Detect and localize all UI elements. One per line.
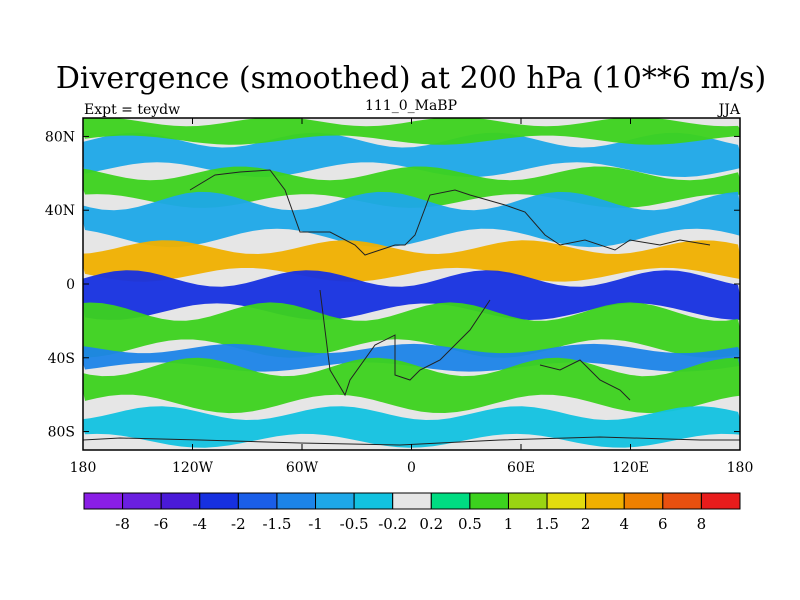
- colorbar-box: [122, 492, 162, 510]
- y-axis-ticks: 80N 40N 0 40S 80S: [45, 129, 740, 441]
- colorbar-box: [507, 492, 548, 510]
- x-tick-label: 120E: [612, 460, 649, 476]
- chart-title: Divergence (smoothed) at 200 hPa (10**6 …: [56, 61, 766, 96]
- y-tick-label: 40N: [45, 203, 75, 219]
- x-tick-label: 120W: [172, 460, 214, 476]
- x-tick-label: 180: [70, 460, 97, 476]
- colorbar-label: -6: [154, 515, 169, 533]
- colorbar-label: -1.5: [262, 515, 291, 533]
- colorbar-box: [160, 492, 201, 510]
- colorbar-box: [392, 492, 432, 510]
- colorbar-labels: -8 -6 -4 -2 -1.5 -1 -0.5 -0.2 0.2 0.5 1 1.5 2 4 6 8: [115, 515, 706, 533]
- band-north-subtropic-orange: [83, 240, 740, 282]
- colorbar-label: 8: [697, 515, 707, 533]
- southern-coastline: [319, 289, 491, 397]
- x-tick-label: 180: [727, 460, 754, 476]
- y-tick-label: 80N: [45, 129, 75, 145]
- band-north-polar-cyan: [83, 132, 740, 177]
- y-tick-label: 0: [66, 277, 75, 293]
- colorbar-box: [662, 492, 702, 510]
- northern-coastline: [189, 169, 711, 256]
- colorbar-label: 6: [658, 515, 668, 533]
- colorbar: -8 -6 -4 -2 -1.5 -1 -0.5 -0.2 0.2 0.5 1 1.5 2 4 6 8: [83, 492, 741, 533]
- colorbar-label: 0.5: [458, 515, 482, 533]
- experiment-label: Expt = teydw: [84, 102, 180, 118]
- colorbar-label: -1: [308, 515, 323, 533]
- coastlines: [83, 169, 740, 446]
- colorbar-label: -0.5: [340, 515, 369, 533]
- period-label: 111_0_MaBP: [365, 98, 457, 114]
- band-south-mid-blue: [83, 343, 740, 372]
- map-field: [83, 118, 740, 450]
- colorbar-label: 1.5: [535, 515, 559, 533]
- band-arctic-green: [83, 118, 740, 145]
- colorbar-box: [546, 492, 587, 510]
- divergence-contours: [83, 118, 740, 448]
- x-tick-label: 60W: [286, 460, 319, 476]
- colorbar-label: 0.2: [419, 515, 443, 533]
- colorbar-label: -8: [115, 515, 130, 533]
- y-tick-label: 40S: [48, 351, 75, 367]
- colorbar-label: -4: [192, 515, 207, 533]
- colorbar-box: [237, 492, 278, 510]
- colorbar-box: [276, 492, 317, 510]
- x-tick-label: 0: [407, 460, 416, 476]
- colorbar-label: -0.2: [378, 515, 407, 533]
- colorbar-label: 1: [504, 515, 514, 533]
- colorbar-box: [469, 492, 509, 510]
- band-north-mid-cyan: [83, 191, 740, 248]
- colorbar-label: 2: [581, 515, 591, 533]
- colorbar-box: [83, 492, 124, 510]
- colorbar-box: [700, 492, 741, 510]
- colorbar-box: [315, 492, 355, 510]
- band-south-subtropic-green: [83, 302, 740, 358]
- x-tick-label: 60E: [507, 460, 535, 476]
- y-tick-label: 80S: [48, 425, 75, 441]
- season-label: JJA: [717, 102, 741, 118]
- colorbar-box: [623, 492, 664, 510]
- colorbar-box: [585, 492, 625, 510]
- colorbar-label: 4: [619, 515, 629, 533]
- colorbar-box: [353, 492, 394, 510]
- colorbar-boxes: [83, 492, 741, 510]
- band-south-green: [83, 357, 740, 414]
- colorbar-box: [430, 492, 471, 510]
- band-equatorial-blue: [83, 270, 740, 320]
- antarctic-coastline: [83, 436, 740, 446]
- colorbar-label: -2: [231, 515, 246, 533]
- colorbar-box: [199, 492, 239, 510]
- australia-coastline: [539, 359, 631, 401]
- x-axis-ticks: 180 120W 60W 0 60E 120E 180: [70, 118, 754, 476]
